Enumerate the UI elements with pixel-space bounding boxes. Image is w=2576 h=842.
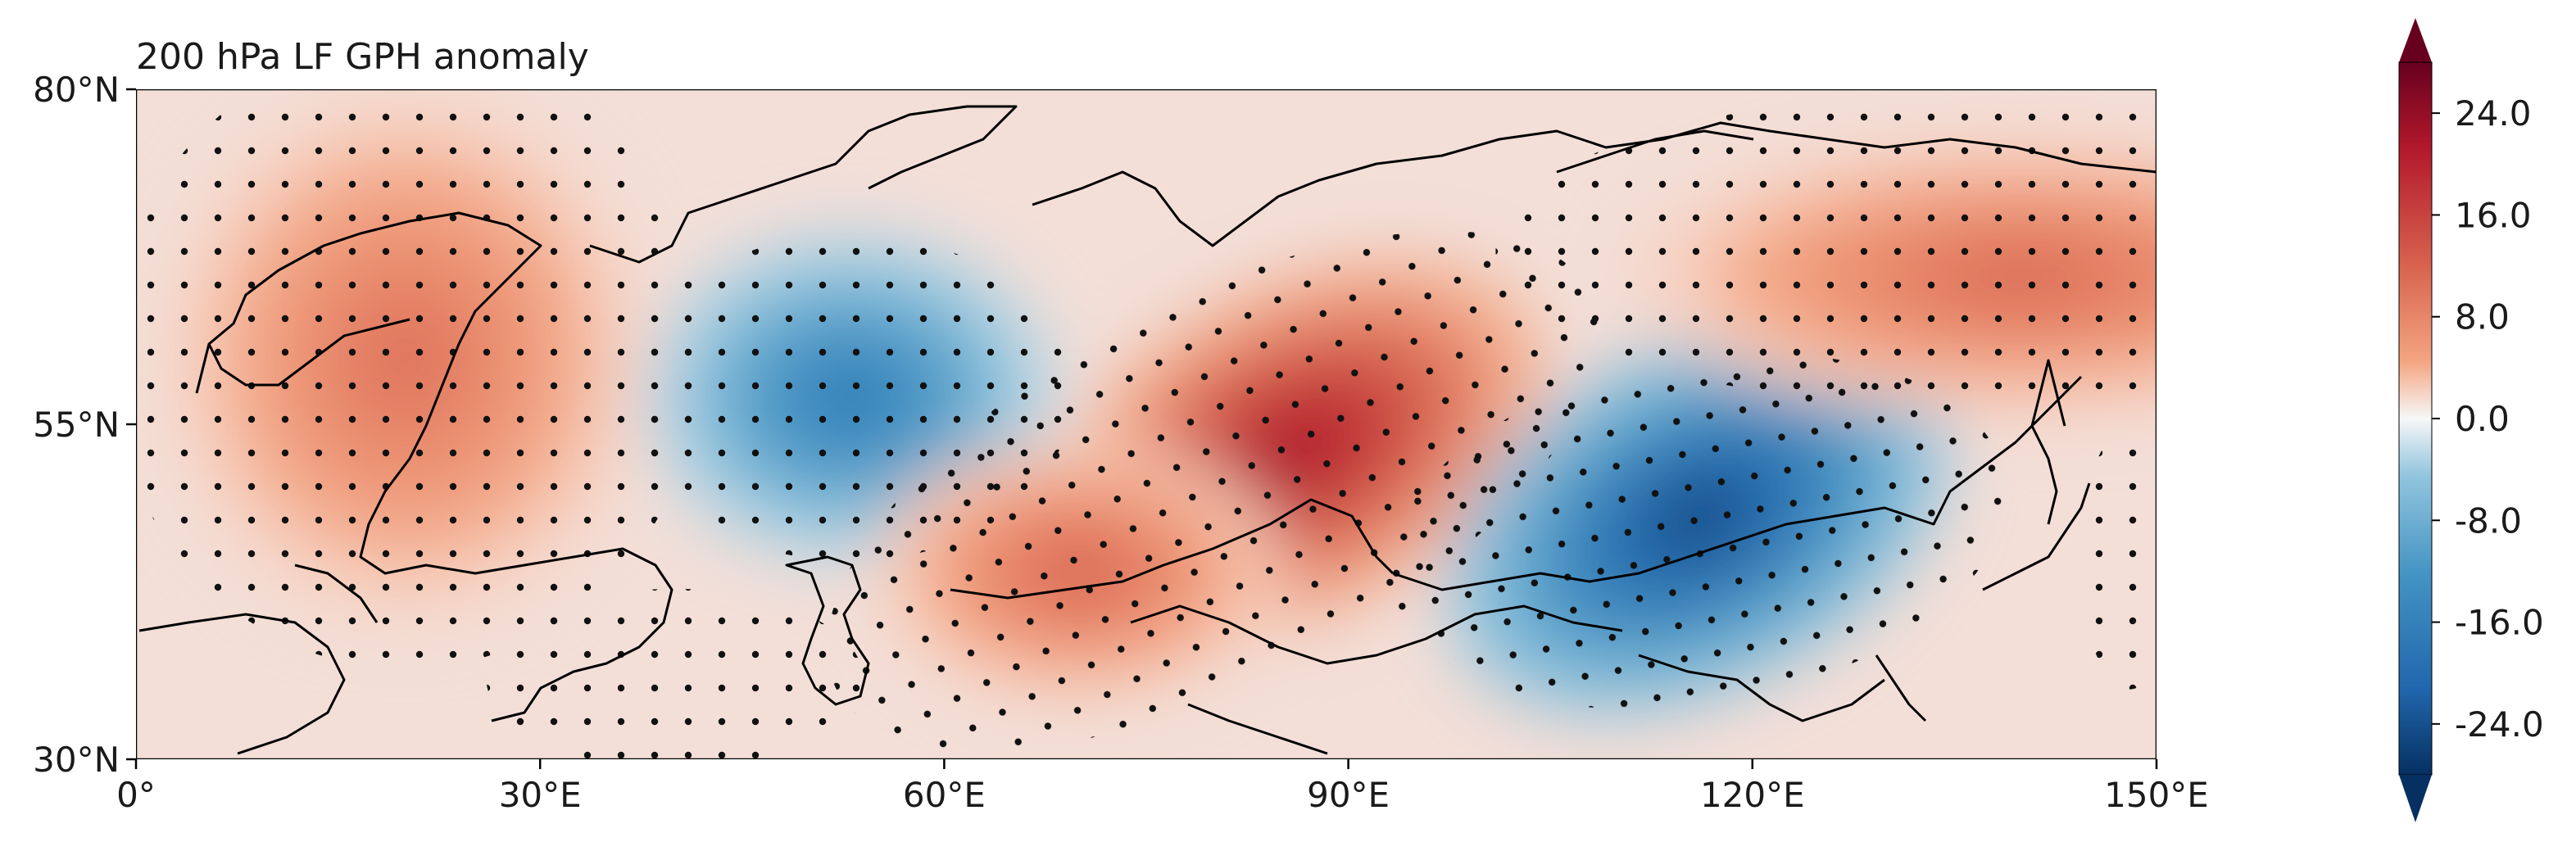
colorbar-tick-label: 0.0	[2455, 399, 2510, 439]
colorbar-extend-top	[2399, 18, 2432, 62]
x-tick-label: 120°E	[1700, 775, 1805, 815]
colorbar-ticks: 24.0 16.0 8.0 0.0 -8.0 -16.0 -24.0	[2432, 93, 2544, 745]
y-tick-label: 55°N	[33, 405, 120, 445]
colorbar-extend-bottom	[2399, 775, 2432, 822]
significance-stippling	[136, 89, 2156, 759]
x-tick-label: 90°E	[1307, 775, 1390, 815]
stipple-region	[1495, 94, 2156, 406]
colorbar: 24.0 16.0 8.0 0.0 -8.0 -16.0 -24.0	[2398, 18, 2544, 822]
y-tick-label: 80°N	[33, 70, 120, 110]
x-tick-label: 0°	[116, 775, 156, 815]
stipple-region	[486, 588, 864, 759]
colorbar-tick-label: 8.0	[2455, 297, 2510, 337]
y-tick-label: 30°N	[33, 740, 120, 780]
stipple-region	[827, 231, 1600, 752]
x-tick-label: 30°E	[499, 775, 582, 815]
colorbar-tick-label: -16.0	[2455, 603, 2544, 643]
colorbar-tick-label: 16.0	[2455, 195, 2532, 235]
x-tick-label: 60°E	[903, 775, 986, 815]
y-axis: 30°N 55°N 80°N	[33, 70, 136, 780]
colorbar-tick-label: -8.0	[2455, 500, 2522, 541]
coastlines	[138, 105, 2156, 755]
stipple-region	[2080, 427, 2156, 690]
map-title: 200 hPa LF GPH anomaly	[136, 36, 589, 78]
stipple-region	[136, 89, 701, 669]
colorbar-tick-label: 24.0	[2455, 93, 2532, 134]
colorbar-body	[2398, 61, 2433, 776]
map-area	[136, 89, 2156, 759]
x-tick-label: 150°E	[2104, 775, 2209, 815]
x-axis: 0° 30°E 60°E 90°E 120°E 150°E	[116, 759, 2209, 815]
colorbar-tick-label: -24.0	[2455, 704, 2544, 745]
stipple-region	[1390, 353, 2007, 709]
